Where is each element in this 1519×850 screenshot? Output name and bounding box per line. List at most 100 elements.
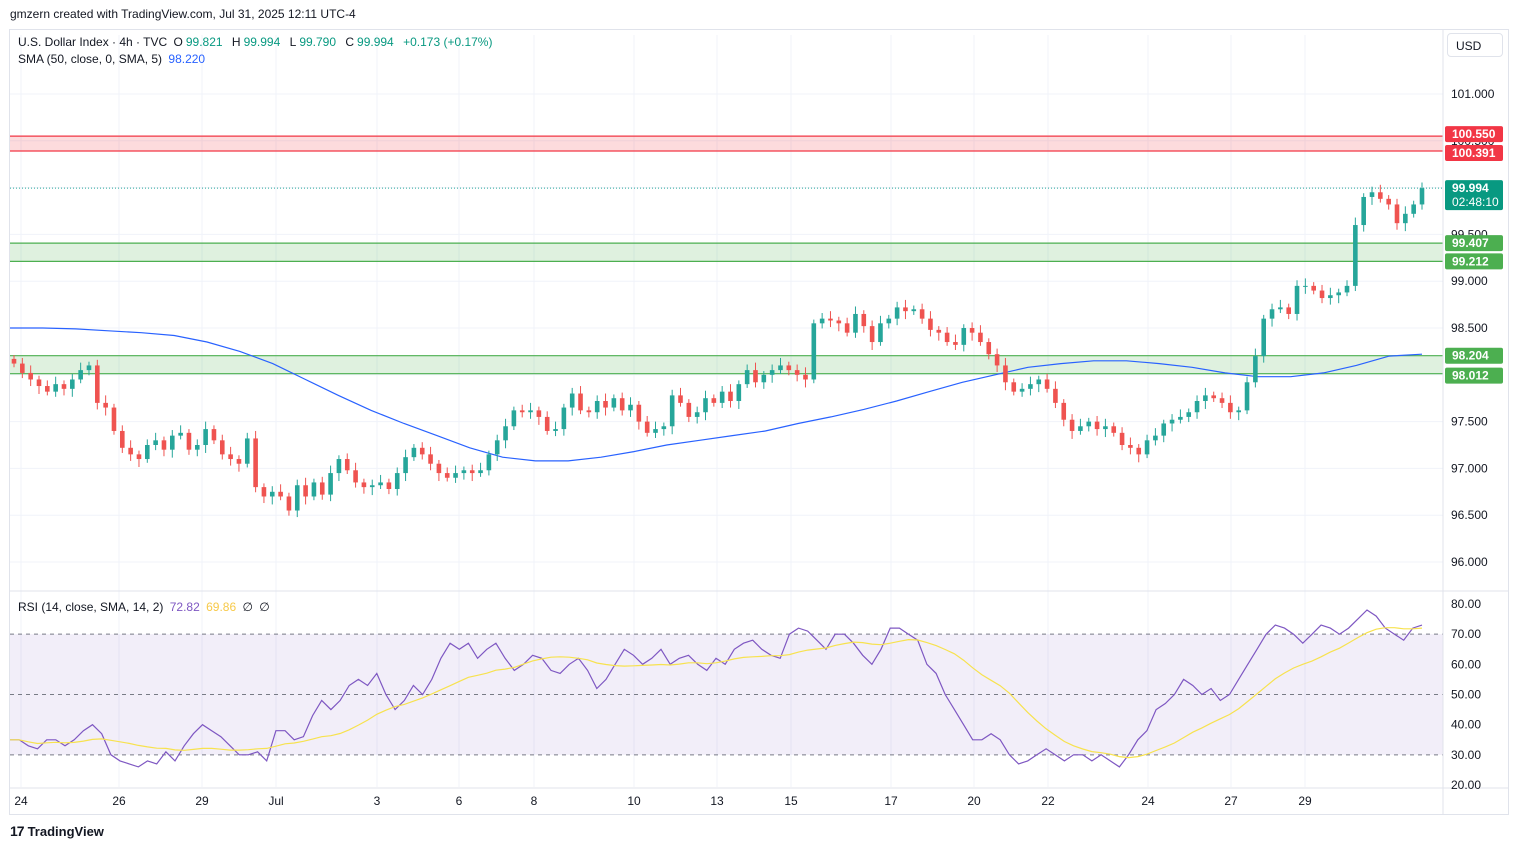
rsi-tick-label: 60.00 bbox=[1451, 657, 1481, 671]
price-tick-label: 96.500 bbox=[1451, 508, 1488, 522]
candle-down bbox=[994, 354, 1000, 366]
candle-up bbox=[369, 485, 375, 488]
candle-up bbox=[761, 374, 767, 383]
candle-up bbox=[1253, 356, 1258, 383]
time-tick-label: Jul bbox=[268, 794, 283, 808]
candle-down bbox=[828, 318, 833, 321]
candle-down bbox=[861, 313, 867, 327]
candle-down bbox=[1094, 421, 1100, 430]
candle-up bbox=[1203, 395, 1208, 402]
candle-up bbox=[1078, 426, 1083, 431]
candle-down bbox=[1394, 204, 1400, 224]
candle-down bbox=[1286, 307, 1291, 314]
time-tick-label: 26 bbox=[112, 794, 126, 808]
candle-down bbox=[978, 332, 983, 343]
candle-down bbox=[519, 410, 525, 413]
candle-down bbox=[1119, 432, 1125, 445]
candle-down bbox=[928, 318, 933, 330]
candle-up bbox=[1194, 401, 1200, 413]
candle-up bbox=[628, 404, 633, 411]
candle-up bbox=[511, 410, 517, 427]
candle-up bbox=[153, 440, 158, 445]
candle-down bbox=[728, 391, 733, 402]
tradingview-logo-icon: 17 bbox=[10, 823, 25, 839]
candle-down bbox=[586, 410, 592, 413]
candle-up bbox=[744, 370, 750, 385]
candle-down bbox=[386, 482, 392, 489]
low-value: 99.790 bbox=[299, 35, 337, 49]
candle-down bbox=[278, 491, 283, 497]
candle-up bbox=[769, 370, 775, 375]
candle-up bbox=[878, 323, 883, 343]
candle-down bbox=[711, 398, 717, 403]
candle-up bbox=[194, 445, 200, 450]
candle-down bbox=[103, 402, 108, 408]
candle-down bbox=[253, 438, 258, 488]
candle-up bbox=[411, 447, 417, 458]
rsi-value: 72.82 bbox=[169, 600, 200, 614]
footer-brand[interactable]: 17 TradingView bbox=[10, 823, 104, 839]
open-label: O bbox=[173, 35, 183, 49]
candle-up bbox=[53, 384, 58, 392]
candle-up bbox=[203, 429, 208, 445]
candle-up bbox=[611, 398, 617, 408]
candle-down bbox=[603, 401, 608, 408]
support-price-label: 98.012 bbox=[1445, 367, 1503, 384]
rsi-tick-label: 20.00 bbox=[1451, 778, 1481, 792]
candle-down bbox=[544, 416, 550, 431]
candle-down bbox=[111, 407, 117, 431]
sma-legend: SMA (50, close, 0, SMA, 5) 98.220 bbox=[18, 52, 208, 66]
candle-down bbox=[1219, 398, 1225, 403]
candle-down bbox=[836, 320, 842, 324]
candle-down bbox=[619, 398, 625, 411]
rsi-tick-label: 80.00 bbox=[1451, 597, 1481, 611]
candle-up bbox=[1328, 295, 1333, 299]
price-label-bg bbox=[1445, 126, 1503, 143]
candle-down bbox=[1011, 382, 1017, 392]
candle-down bbox=[636, 404, 642, 422]
candle-down bbox=[186, 432, 192, 450]
candle-up bbox=[736, 384, 742, 402]
candle-down bbox=[969, 328, 975, 333]
candle-down bbox=[236, 459, 242, 464]
candle-up bbox=[1161, 423, 1167, 436]
candle-up bbox=[1269, 309, 1275, 319]
price-zones bbox=[10, 135, 1443, 375]
candle-up bbox=[961, 328, 967, 345]
candle-up bbox=[653, 429, 658, 433]
candle-down bbox=[469, 470, 475, 474]
candle-up bbox=[78, 370, 83, 380]
candle-up bbox=[886, 318, 892, 324]
candle-down bbox=[1069, 419, 1075, 431]
currency-button[interactable]: USD bbox=[1447, 33, 1503, 57]
candle-down bbox=[903, 307, 908, 312]
sma-layer bbox=[10, 327, 1423, 462]
rsi-tick-label: 30.00 bbox=[1451, 748, 1481, 762]
candle-down bbox=[361, 482, 367, 488]
candle-down bbox=[61, 384, 67, 389]
candle-up bbox=[403, 457, 408, 474]
candle-up bbox=[494, 440, 500, 455]
candle-up bbox=[378, 482, 383, 486]
candle-up bbox=[1403, 213, 1408, 224]
sma-value: 98.220 bbox=[168, 52, 206, 66]
time-axis: 24 26 29 Jul 3 6 8 10 13 15 17 20 22 24 27 29 bbox=[14, 794, 1312, 808]
candle-down bbox=[1228, 402, 1233, 413]
rsi-tick-label: 40.00 bbox=[1451, 718, 1481, 732]
candle-up bbox=[169, 435, 175, 450]
credit-line: gmzern created with TradingView.com, Jul… bbox=[10, 7, 356, 21]
candle-down bbox=[319, 482, 325, 495]
candle-up bbox=[503, 426, 508, 441]
candle-down bbox=[919, 309, 925, 319]
chart-frame bbox=[9, 29, 1509, 815]
candle-down bbox=[1061, 402, 1067, 420]
time-tick-label: 24 bbox=[14, 794, 28, 808]
grid bbox=[10, 35, 1509, 789]
candle-up bbox=[1169, 419, 1175, 424]
candle-up bbox=[244, 438, 250, 464]
candle-up bbox=[486, 454, 492, 471]
time-tick-label: 10 bbox=[627, 794, 641, 808]
candle-down bbox=[753, 370, 758, 383]
